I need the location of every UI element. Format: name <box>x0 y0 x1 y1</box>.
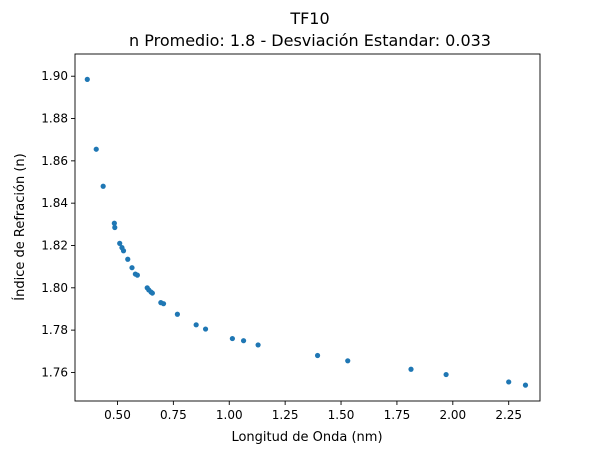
x-tick-label: 1.00 <box>216 408 243 422</box>
x-tick-label: 1.75 <box>384 408 411 422</box>
plot-frame <box>74 53 541 402</box>
x-tick-label: 2.25 <box>495 408 522 422</box>
data-point <box>120 248 127 254</box>
x-tick-label: 1.25 <box>272 408 299 422</box>
y-tick-label: 1.86 <box>41 154 68 168</box>
y-tick-label: 1.90 <box>41 69 68 83</box>
data-point <box>522 382 529 388</box>
y-tick-label: 1.78 <box>41 323 68 337</box>
data-point <box>111 220 117 226</box>
x-axis-ticks: 0.50 0.75 1.00 1.25 1.50 1.75 2.00 2.25 <box>104 401 522 422</box>
data-point <box>202 326 209 332</box>
y-tick-label: 1.76 <box>41 365 68 379</box>
data-point <box>112 224 118 231</box>
data-point <box>125 256 131 262</box>
y-tick-label: 1.80 <box>41 281 68 295</box>
y-tick-label: 1.88 <box>41 112 68 126</box>
data-point <box>193 322 199 328</box>
data-point <box>117 240 123 246</box>
x-axis-label: Longitud de Onda (nm) <box>231 430 382 445</box>
data-point <box>240 338 247 344</box>
x-tick-label: 0.50 <box>104 408 131 422</box>
data-point <box>345 358 351 364</box>
data-point <box>408 366 414 372</box>
y-tick-label: 1.84 <box>41 196 68 210</box>
y-axis-ticks: 1.76 1.78 1.80 1.82 1.84 1.86 1.88 1.90 <box>41 69 75 379</box>
x-tick-label: 2.00 <box>439 408 466 422</box>
y-axis-label: Índice de Refración (n) <box>12 153 28 300</box>
data-point <box>443 371 449 378</box>
data-point <box>160 301 167 307</box>
data-point <box>506 379 512 385</box>
data-point <box>84 76 90 82</box>
y-tick-label: 1.82 <box>41 238 68 252</box>
data-point <box>93 146 99 152</box>
data-point <box>314 352 321 359</box>
data-point <box>229 335 235 342</box>
chart-title: TF10 <box>289 9 329 28</box>
x-tick-label: 0.75 <box>160 408 187 422</box>
data-point <box>149 290 155 296</box>
data-points <box>84 76 529 388</box>
data-point <box>129 265 135 271</box>
data-point <box>174 311 180 317</box>
x-tick-label: 1.50 <box>328 408 355 422</box>
data-point <box>255 342 261 348</box>
data-point <box>100 183 106 189</box>
data-point <box>134 272 140 278</box>
chart-subtitle: n Promedio: 1.8 - Desviación Estandar: 0… <box>129 31 491 50</box>
